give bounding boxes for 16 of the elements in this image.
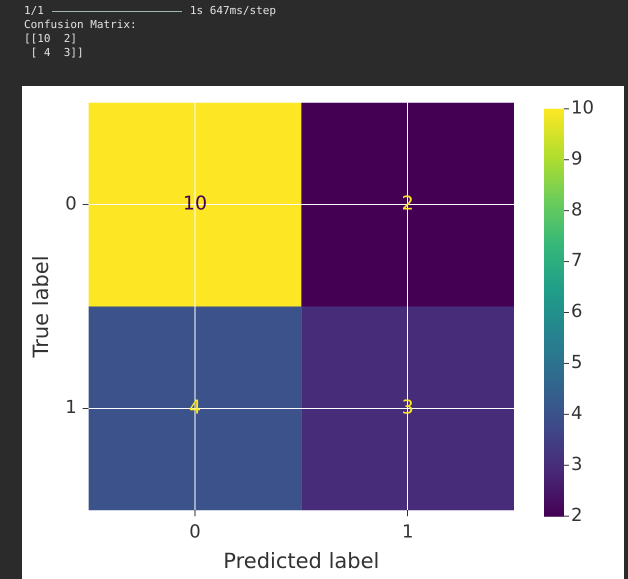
- color-bar-label: 6: [571, 301, 582, 322]
- x-axis-title: Predicted label: [223, 548, 380, 573]
- color-bar-label: 4: [571, 403, 582, 424]
- text: [[10 2]: [24, 32, 77, 46]
- text: Confusion Matrix:: [24, 18, 137, 32]
- color-bar-label: 2: [571, 504, 582, 526]
- color-bar-label: 3: [571, 454, 582, 475]
- y-axis-title: True label: [29, 255, 54, 359]
- color-bar-label: 9: [571, 148, 582, 170]
- color-bar-label: 7: [571, 250, 582, 272]
- color-bar-label: 10: [571, 97, 594, 118]
- color-bar-label: 8: [571, 199, 582, 220]
- text: 1/1: [24, 4, 44, 18]
- text: 1s 647ms/step: [190, 4, 276, 18]
- color-bar-label: 5: [571, 352, 582, 374]
- text: [ 4 3]]: [30, 46, 84, 60]
